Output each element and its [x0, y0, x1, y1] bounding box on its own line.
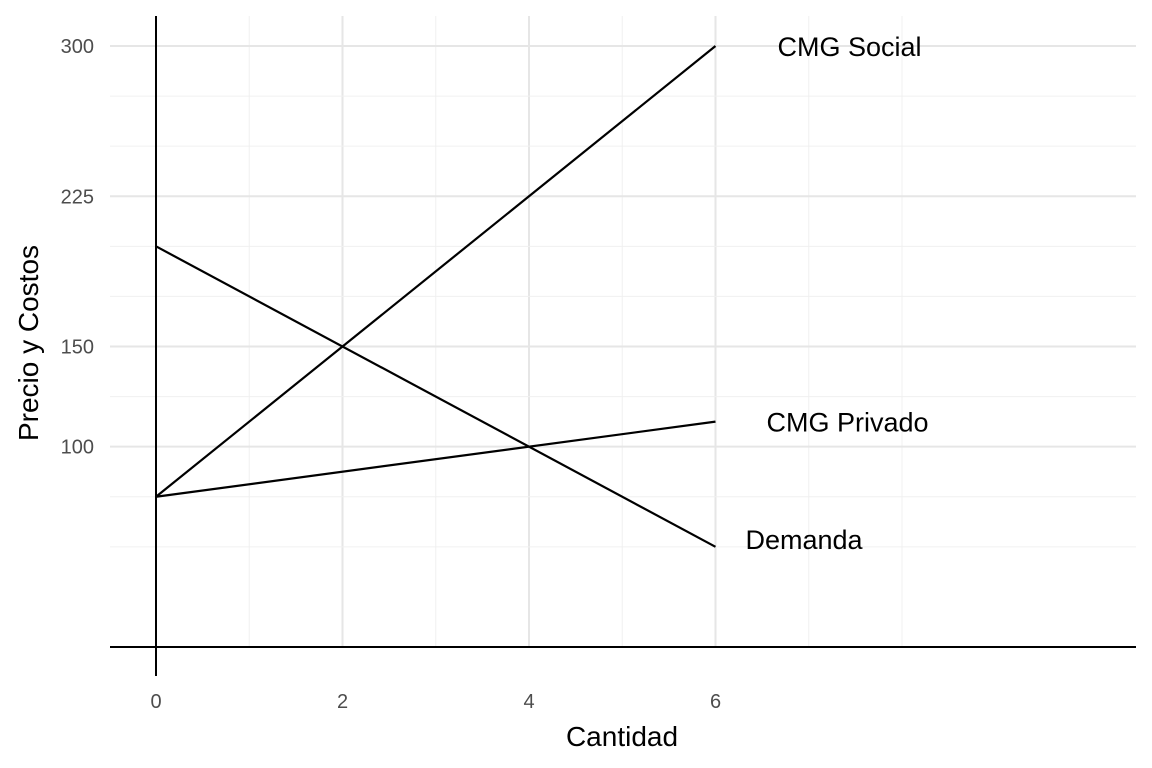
series-labels: Demanda CMG Privado CMG Social: [746, 32, 929, 555]
tick-labels: 0 2 4 6 100 150 225 300: [61, 36, 721, 713]
x-axis-title: Cantidad: [566, 721, 678, 752]
x-tick-label: 6: [710, 691, 721, 713]
series-label: CMG Social: [778, 32, 922, 62]
y-tick-label: 100: [61, 437, 94, 459]
series-line: [155, 245, 717, 548]
series-line: [155, 420, 716, 498]
series-label: Demanda: [746, 525, 864, 555]
series-label: CMG Privado: [767, 408, 929, 438]
grid: [110, 16, 1136, 647]
y-tick-label: 225: [61, 186, 94, 208]
axes: [110, 16, 1136, 676]
y-axis-title: Precio y Costos: [13, 245, 44, 441]
series-line: [155, 45, 717, 498]
x-tick-label: 2: [337, 691, 348, 713]
y-tick-label: 300: [61, 36, 94, 58]
x-tick-label: 0: [150, 691, 161, 713]
series: [155, 45, 717, 548]
y-tick-label: 150: [61, 337, 94, 359]
x-tick-label: 4: [523, 691, 534, 713]
